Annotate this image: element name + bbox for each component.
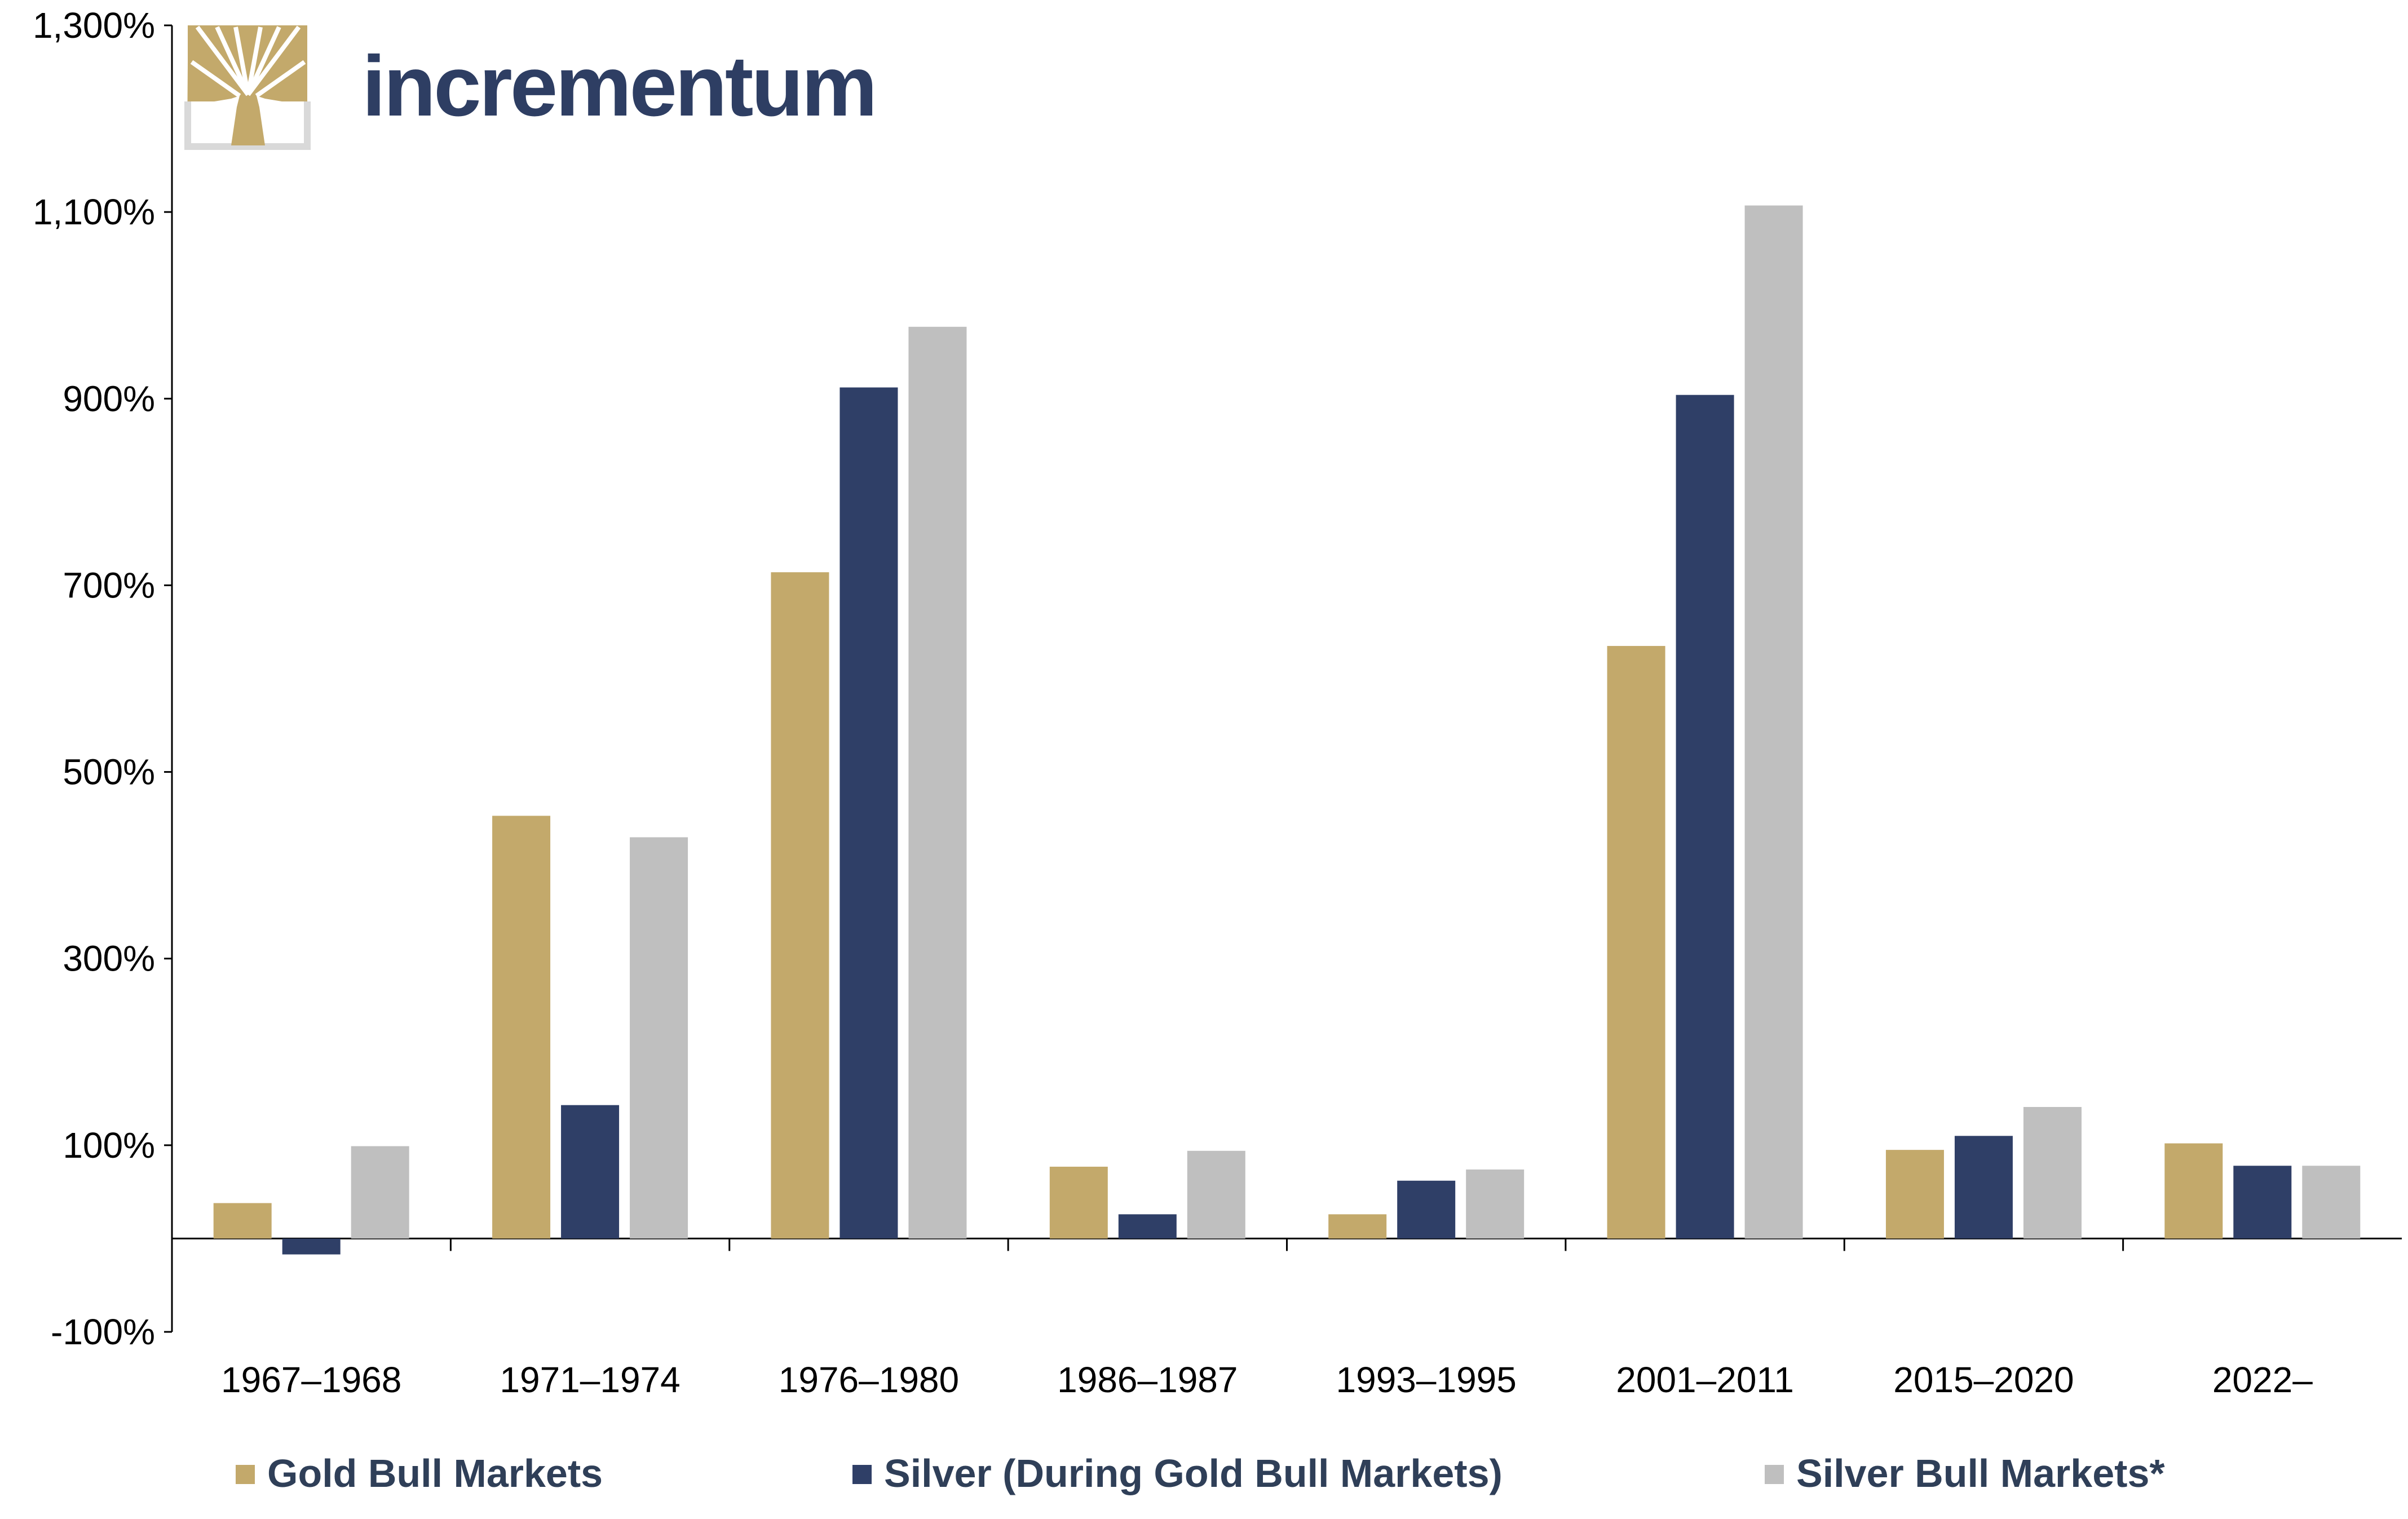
bar — [351, 1146, 409, 1239]
bar — [1049, 1166, 1108, 1239]
bar — [2164, 1143, 2223, 1239]
bars — [213, 205, 2361, 1255]
bar — [771, 572, 829, 1239]
bar — [1954, 1136, 2013, 1239]
bar — [492, 816, 551, 1239]
x-axis: 1967–1968 1971–1974 1976–1980 1986–1987 1993… — [172, 1237, 2402, 1400]
category-label: 1986–1987 — [1057, 1359, 1238, 1400]
category-label: 1967–1968 — [221, 1359, 401, 1400]
legend-label: Silver (During Gold Bull Markets) — [884, 1451, 1503, 1495]
category-label: 1993–1995 — [1336, 1359, 1517, 1400]
x-tick-labels: 1967–1968 1971–1974 1976–1980 1986–1987 1993… — [221, 1359, 2313, 1400]
legend: Gold Bull Markets Silver (During Gold Bul… — [236, 1451, 2165, 1495]
x-tick-marks — [449, 1238, 2124, 1251]
bar — [2023, 1106, 2082, 1239]
bar — [1397, 1180, 1456, 1239]
legend-swatch — [1765, 1465, 1784, 1484]
legend-swatch — [852, 1465, 872, 1484]
bar — [630, 837, 688, 1239]
bar — [1328, 1214, 1387, 1239]
bar — [561, 1105, 620, 1239]
bar — [1676, 395, 1734, 1239]
legend-swatch — [236, 1465, 255, 1484]
category-label: 2022– — [2212, 1359, 2313, 1400]
bar — [1744, 205, 1803, 1239]
y-tick-label: 900% — [63, 378, 155, 419]
bar — [282, 1238, 341, 1255]
y-tick-label: 300% — [63, 938, 155, 979]
y-tick-labels: -100% 100% 300% 500% 700% 900% 1,100% 1,300% — [33, 5, 155, 1352]
logo-text: incrementum — [362, 38, 875, 134]
y-tick-marks — [164, 24, 172, 1333]
bar — [2233, 1166, 2292, 1239]
y-tick-label: -100% — [51, 1312, 155, 1352]
bar — [1118, 1214, 1177, 1239]
y-tick-label: 1,300% — [33, 5, 155, 46]
y-tick-label: 700% — [63, 565, 155, 605]
bar — [1607, 646, 1665, 1239]
bar — [1885, 1150, 1944, 1239]
incrementum-logo: incrementum — [184, 25, 877, 150]
bar — [2302, 1166, 2361, 1239]
bar — [840, 387, 898, 1239]
category-label: 1976–1980 — [779, 1359, 959, 1400]
tree-logo-icon — [184, 25, 311, 150]
y-tick-label: 100% — [63, 1125, 155, 1166]
bar — [908, 326, 967, 1239]
category-label: 1971–1974 — [500, 1359, 680, 1400]
y-axis: -100% 100% 300% 500% 700% 900% 1,100% 1,300% — [33, 5, 173, 1352]
category-label: 2015–2020 — [1893, 1359, 2074, 1400]
y-tick-label: 1,100% — [33, 192, 155, 232]
legend-label: Silver Bull Markets* — [1796, 1451, 2165, 1495]
legend-label: Gold Bull Markets — [267, 1451, 603, 1495]
bar — [213, 1203, 272, 1239]
category-label: 2001–2011 — [1616, 1359, 1794, 1400]
bar — [1466, 1169, 1525, 1239]
bar — [1187, 1150, 1245, 1239]
y-tick-label: 500% — [63, 752, 155, 792]
